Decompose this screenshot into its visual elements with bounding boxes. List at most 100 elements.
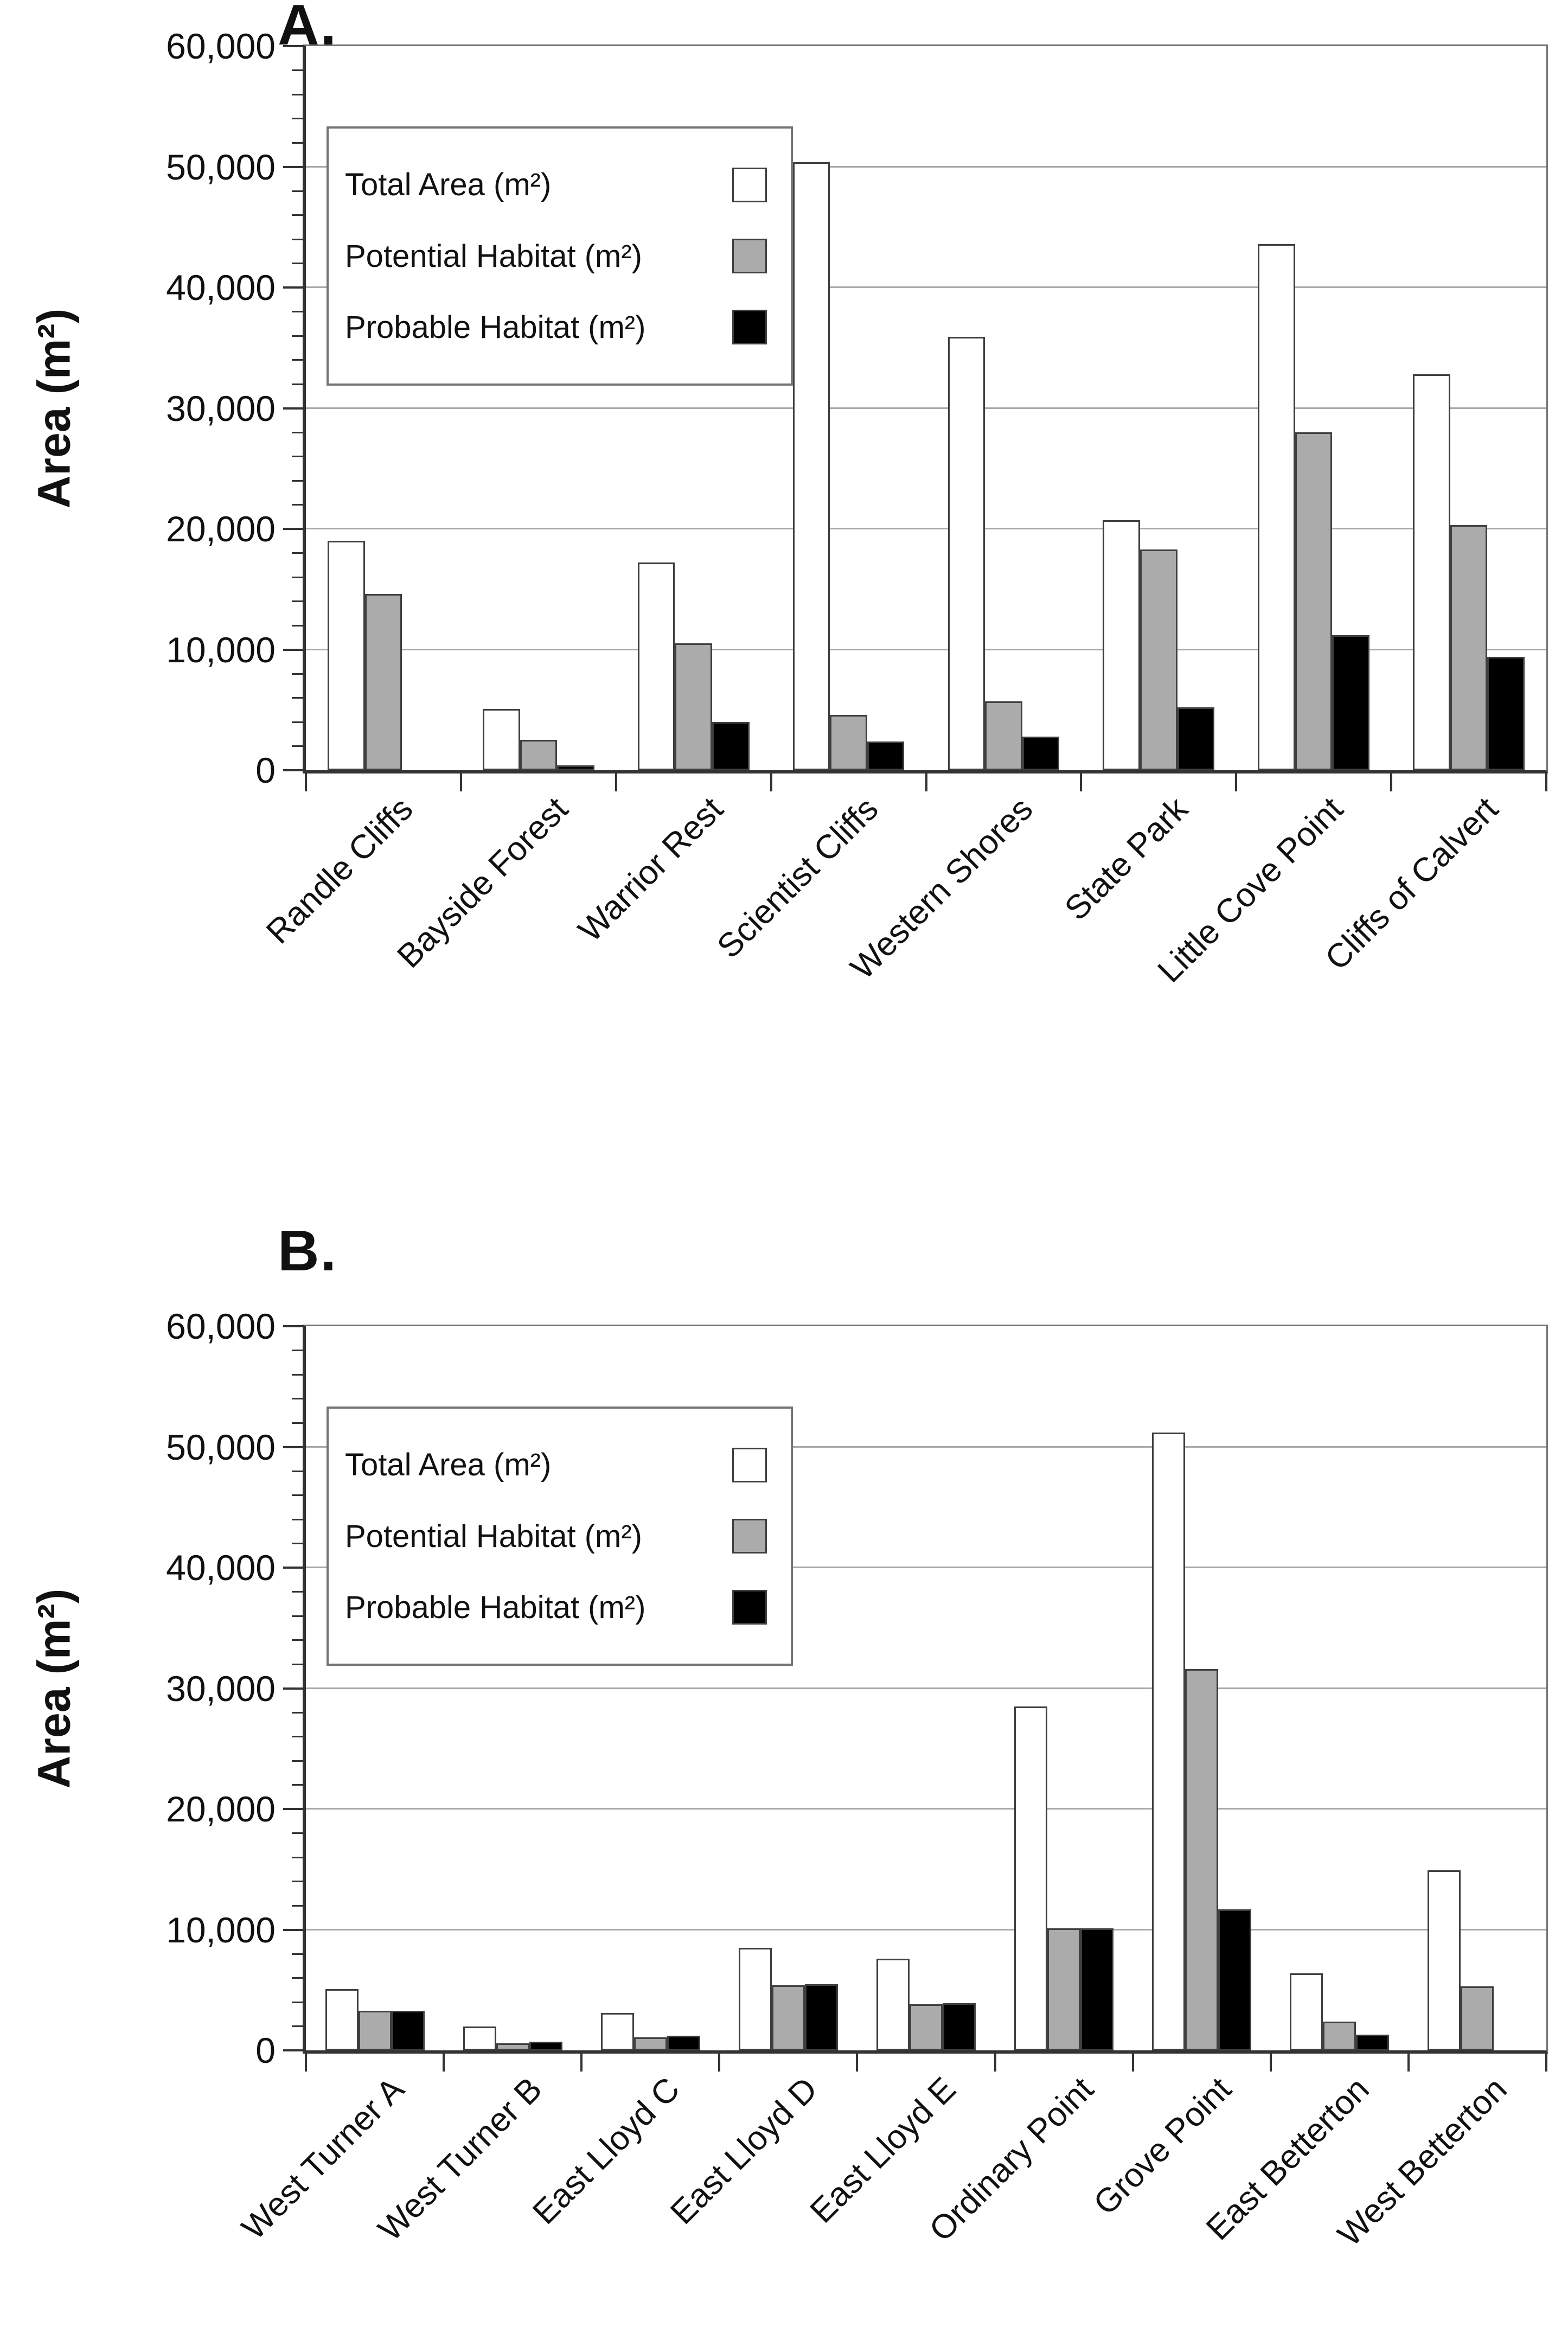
bar-total-area-6 xyxy=(1152,1432,1186,2050)
y-axis-minor-tick xyxy=(292,1904,303,1907)
bar-total-area-6 xyxy=(1258,244,1295,770)
y-tick-label: 60,000 xyxy=(166,1306,276,1346)
y-axis-minor-tick xyxy=(292,1760,303,1762)
x-axis-tick xyxy=(443,2052,445,2072)
gridline-50000 xyxy=(306,165,1546,168)
gridline-20000 xyxy=(306,528,1546,529)
y-axis-minor-tick xyxy=(292,600,303,602)
legend-label-probable-habitat: Probable Habitat (m²) xyxy=(345,1589,646,1625)
y-axis-minor-tick xyxy=(292,1494,303,1496)
bar-probable-habitat-3 xyxy=(867,741,905,770)
bar-potential-habitat-7 xyxy=(1450,525,1488,770)
x-axis-tick xyxy=(994,2052,996,2072)
legend-swatch-potential-habitat xyxy=(732,239,767,273)
bar-total-area-2 xyxy=(637,562,675,770)
y-axis-minor-tick xyxy=(292,1663,303,1665)
x-axis-tick xyxy=(1545,772,1547,791)
y-axis-minor-tick xyxy=(292,1470,303,1472)
y-axis-minor-tick xyxy=(292,576,303,578)
gridline-50000 xyxy=(306,1446,1546,1448)
bar-potential-habitat-8 xyxy=(1461,1986,1494,2050)
y-axis-minor-tick xyxy=(292,263,303,264)
bar-potential-habitat-2 xyxy=(675,643,712,770)
panel-label-b: B. xyxy=(278,1219,337,1283)
y-axis-minor-tick xyxy=(292,1591,303,1593)
y-axis-tick xyxy=(283,648,303,651)
bar-potential-habitat-6 xyxy=(1185,1668,1219,2050)
x-axis-tick xyxy=(615,772,617,791)
bar-total-area-5 xyxy=(1014,1706,1048,2050)
y-axis-minor-tick xyxy=(292,1518,303,1520)
legend-row-potential-habitat: Potential Habitat (m²) xyxy=(329,238,791,274)
bar-probable-habitat-4 xyxy=(1022,736,1060,770)
x-category-label: East Lloyd C xyxy=(526,2070,687,2232)
legend-row-total-area: Total Area (m²) xyxy=(329,1447,791,1483)
y-axis-minor-tick xyxy=(292,552,303,554)
y-axis-minor-tick xyxy=(292,214,303,216)
y-axis-minor-tick xyxy=(292,1422,303,1424)
x-axis-tick xyxy=(718,2052,721,2072)
x-axis-tick xyxy=(1131,2052,1134,2072)
y-axis-minor-tick xyxy=(292,480,303,482)
bar-probable-habitat-7 xyxy=(1487,656,1525,770)
bar-total-area-3 xyxy=(738,1947,772,2050)
bar-total-area-7 xyxy=(1290,1973,1323,2050)
y-axis-minor-tick xyxy=(292,673,303,675)
x-axis-tick xyxy=(856,2052,859,2072)
y-tick-label: 40,000 xyxy=(166,1548,276,1588)
y-axis-minor-tick xyxy=(292,504,303,506)
legend-label-total-area: Total Area (m²) xyxy=(345,1447,552,1483)
x-axis-tick xyxy=(925,772,927,791)
y-axis-tick xyxy=(283,165,303,168)
y-tick-label: 30,000 xyxy=(166,388,276,429)
bar-potential-habitat-4 xyxy=(985,701,1022,770)
chart-panel-b: B. Area (m²) Total Area (m²) Potential H… xyxy=(0,1166,1568,2327)
y-axis-tick xyxy=(283,769,303,771)
y-axis-minor-tick xyxy=(292,431,303,433)
plot-area: Total Area (m²) Potential Habitat (m²) P… xyxy=(303,44,1548,773)
bar-total-area-0 xyxy=(328,541,365,770)
bar-potential-habitat-6 xyxy=(1295,432,1333,770)
bar-total-area-0 xyxy=(325,1989,359,2050)
bar-probable-habitat-0 xyxy=(391,2010,425,2050)
bar-probable-habitat-4 xyxy=(942,2003,976,2050)
y-axis-minor-tick xyxy=(292,190,303,192)
y-tick-label: 50,000 xyxy=(166,146,276,187)
y-axis-minor-tick xyxy=(292,1398,303,1399)
y-tick-label: 60,000 xyxy=(166,26,276,66)
bar-total-area-1 xyxy=(482,708,520,770)
x-axis-tick xyxy=(1235,772,1238,791)
y-tick-label: 20,000 xyxy=(166,509,276,549)
y-tick-label: 20,000 xyxy=(166,1789,276,1829)
y-axis-minor-tick xyxy=(292,383,303,385)
bar-probable-habitat-5 xyxy=(1177,707,1215,770)
legend-swatch-potential-habitat xyxy=(732,1519,767,1554)
legend: Total Area (m²) Potential Habitat (m²) P… xyxy=(327,126,793,386)
y-tick-label: 0 xyxy=(255,750,276,790)
y-axis-minor-tick xyxy=(292,1832,303,1834)
x-axis-tick xyxy=(770,772,772,791)
y-tick-label: 40,000 xyxy=(166,267,276,308)
bar-probable-habitat-6 xyxy=(1332,635,1370,770)
legend-row-probable-habitat: Probable Habitat (m²) xyxy=(329,1589,791,1626)
x-category-label: Scientist Cliffs xyxy=(709,790,886,966)
y-axis-minor-tick xyxy=(292,624,303,627)
y-axis-minor-tick xyxy=(292,142,303,144)
chart-panel-a: A. Area (m²) Total Area (m²) Potential H… xyxy=(29,0,1548,990)
bar-probable-habitat-5 xyxy=(1080,1928,1114,2050)
y-axis-minor-tick xyxy=(292,118,303,119)
legend-swatch-total-area xyxy=(732,1447,767,1482)
bar-total-area-5 xyxy=(1103,520,1140,770)
y-axis-tick xyxy=(283,407,303,410)
legend-row-probable-habitat: Probable Habitat (m²) xyxy=(329,309,791,346)
y-axis-minor-tick xyxy=(292,1639,303,1641)
y-axis-minor-tick xyxy=(292,238,303,240)
bar-total-area-7 xyxy=(1413,374,1450,770)
legend-label-probable-habitat: Probable Habitat (m²) xyxy=(345,309,646,345)
bar-potential-habitat-0 xyxy=(358,2010,392,2050)
y-axis-minor-tick xyxy=(292,1711,303,1714)
y-axis-minor-tick xyxy=(292,1881,303,1882)
y-axis-minor-tick xyxy=(292,1977,303,1979)
y-axis-tick xyxy=(283,1446,303,1448)
